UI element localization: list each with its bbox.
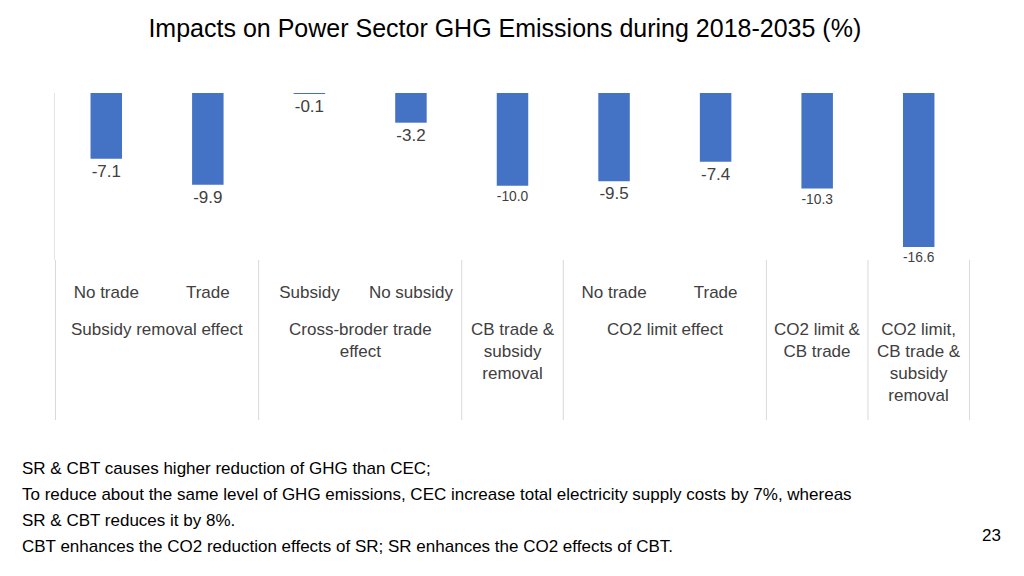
html-text:SR & CBT causes higher reducti: SR & CBT causes higher reduction of GHG … — [22, 459, 431, 478]
svg-text:Subsidy removal effect: Subsidy removal effect — [71, 320, 243, 339]
svg-text:-0.1: -0.1 — [295, 97, 324, 116]
svg-text:Trade: Trade — [186, 283, 230, 302]
svg-text:-16.6: -16.6 — [903, 249, 935, 265]
html-text:23: 23 — [982, 526, 1001, 545]
html-text:CBT enhances the CO2 reduction: CBT enhances the CO2 reduction effects o… — [22, 537, 674, 556]
svg-text:-3.2: -3.2 — [396, 126, 425, 145]
svg-text:No trade: No trade — [74, 283, 139, 302]
svg-text:No subsidy: No subsidy — [369, 283, 454, 302]
svg-text:-7.1: -7.1 — [92, 162, 121, 181]
svg-text:CB trade &subsidyremoval: CB trade &subsidyremoval — [471, 320, 555, 383]
html-text:To reduce about the same level: To reduce about the same level of GHG em… — [22, 485, 852, 504]
svg-text:Impacts on Power Sector GHG Em: Impacts on Power Sector GHG Emissions du… — [148, 14, 861, 42]
svg-text:CO2 limit effect: CO2 limit effect — [607, 320, 723, 339]
svg-text:Cross-broder tradeeffect: Cross-broder tradeeffect — [289, 320, 432, 361]
html-text:SR & CBT reduces it by 8%.: SR & CBT reduces it by 8%. — [22, 511, 236, 530]
svg-text:Trade: Trade — [694, 283, 738, 302]
svg-text:CO2 limit &CB trade: CO2 limit &CB trade — [774, 320, 861, 361]
svg-text:CO2 limit,CB trade &subsidyrem: CO2 limit,CB trade &subsidyremoval — [877, 320, 961, 405]
svg-text:-9.9: -9.9 — [193, 188, 222, 207]
svg-text:-10.0: -10.0 — [497, 188, 529, 204]
svg-text:-9.5: -9.5 — [599, 184, 628, 203]
svg-text:-10.3: -10.3 — [801, 191, 833, 207]
svg-text:No trade: No trade — [581, 283, 646, 302]
svg-text:-7.4: -7.4 — [701, 165, 730, 184]
svg-text:Subsidy: Subsidy — [279, 283, 340, 302]
